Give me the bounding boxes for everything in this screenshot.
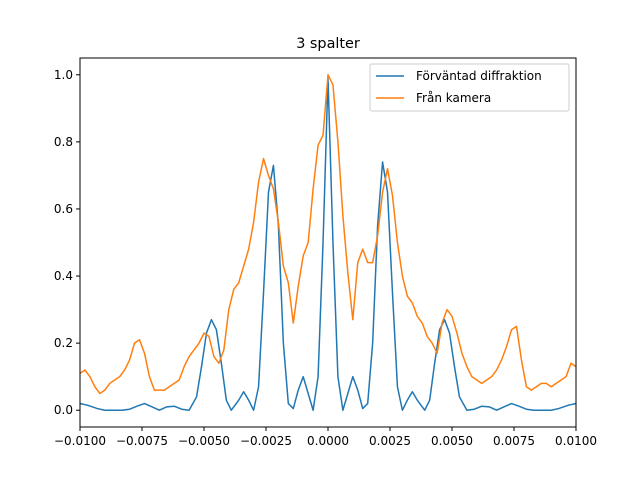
chart-title: 3 spalter xyxy=(296,36,360,52)
legend-label-1: Från kamera xyxy=(416,91,491,105)
legend-box xyxy=(369,63,570,112)
x-tick-label: 0.0050 xyxy=(431,434,473,448)
y-tick-label: 1.0 xyxy=(54,68,73,82)
x-tick-label: −0.0025 xyxy=(240,434,292,448)
x-tick-label: 0.0075 xyxy=(493,434,535,448)
y-tick-label: 0.6 xyxy=(54,202,73,216)
x-tick-label: 0.0000 xyxy=(307,434,349,448)
x-tick-label: 0.0100 xyxy=(555,434,597,448)
series-line-1 xyxy=(79,74,577,395)
plot-area xyxy=(79,74,577,411)
y-tick-label: 0.8 xyxy=(54,135,73,149)
x-tick-label: −0.0050 xyxy=(178,434,230,448)
x-axis: −0.0100 −0.0075 −0.0050 −0.0025 0.0000 0.0025… xyxy=(54,427,597,448)
y-tick-label: 0.0 xyxy=(54,403,73,417)
x-tick-label: −0.0075 xyxy=(116,434,168,448)
axes-frame xyxy=(79,57,577,428)
y-axis: 0.0 0.2 0.4 0.6 0.8 1.0 xyxy=(54,68,80,417)
legend: Förväntad diffraktion Från kamera xyxy=(369,63,570,112)
x-tick-label: 0.0025 xyxy=(369,434,411,448)
x-tick-label: −0.0100 xyxy=(54,434,106,448)
legend-label-0: Förväntad diffraktion xyxy=(416,69,542,83)
y-tick-label: 0.2 xyxy=(54,336,73,350)
y-tick-label: 0.4 xyxy=(54,269,73,283)
